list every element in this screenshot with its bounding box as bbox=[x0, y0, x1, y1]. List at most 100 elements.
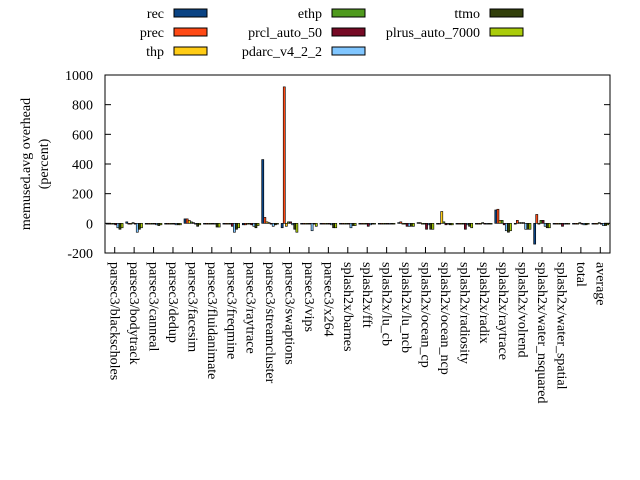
bar-ethp bbox=[248, 223, 251, 225]
bar-prec bbox=[457, 223, 461, 225]
bar-ttmo bbox=[351, 223, 355, 226]
bar-prcl-auto-50 bbox=[599, 223, 603, 225]
bar-pdarc-v4-2-2 bbox=[388, 223, 392, 225]
bar-pdarc-v4-2-2 bbox=[194, 223, 197, 225]
bar-prec bbox=[418, 222, 422, 224]
bar-plrus-auto-7000 bbox=[586, 223, 590, 225]
bar-ttmo bbox=[157, 223, 161, 226]
legend-swatch bbox=[173, 46, 208, 56]
y-axis-label-line: memused.avg overhead bbox=[19, 98, 34, 230]
bar-thp bbox=[343, 223, 346, 225]
bar-ttmo bbox=[526, 223, 530, 230]
y-tick-label: 800 bbox=[72, 99, 93, 114]
bar-plrus-auto-7000 bbox=[120, 223, 124, 229]
legend-swatch bbox=[173, 8, 208, 18]
bar-ethp bbox=[267, 222, 271, 224]
bar-prec bbox=[263, 217, 267, 224]
bar-pdarc-v4-2-2 bbox=[563, 223, 566, 225]
bar-prec bbox=[146, 223, 150, 225]
bar-prec bbox=[399, 221, 403, 224]
bar-rec bbox=[125, 221, 129, 224]
bar-ethp bbox=[287, 221, 290, 224]
bars bbox=[106, 86, 609, 245]
legend-swatch bbox=[331, 27, 366, 37]
legend-swatch bbox=[331, 8, 366, 18]
bar-prec bbox=[185, 218, 189, 224]
bar-prcl-auto-50 bbox=[541, 220, 545, 224]
bar-pdarc-v4-2-2 bbox=[291, 223, 295, 226]
x-tick-label: splash2x/barnes bbox=[340, 262, 355, 351]
bar-prcl-auto-50 bbox=[502, 223, 506, 226]
bar-ttmo bbox=[584, 223, 588, 226]
x-tick-label: parsec3/dedup bbox=[165, 262, 180, 343]
bar-prec bbox=[496, 208, 500, 224]
bar-thp bbox=[440, 211, 444, 224]
bar-ttmo bbox=[235, 223, 238, 230]
bar-ethp bbox=[364, 223, 368, 225]
bar-pdarc-v4-2-2 bbox=[524, 223, 528, 230]
bar-ttmo bbox=[138, 223, 141, 230]
bar-ttmo bbox=[312, 223, 316, 225]
bar-prec bbox=[166, 223, 170, 225]
bar-prec bbox=[205, 223, 208, 225]
bar-thp bbox=[420, 223, 424, 225]
bar-rec bbox=[455, 223, 459, 225]
bar-prec bbox=[282, 86, 286, 224]
x-tick-label: parsec3/freqmine bbox=[223, 262, 238, 359]
bar-prec bbox=[477, 223, 480, 225]
bar-plrus-auto-7000 bbox=[159, 223, 163, 226]
x-tick-label: parsec3/raytrace bbox=[243, 262, 258, 354]
bar-rec bbox=[513, 223, 517, 225]
bar-thp bbox=[401, 223, 405, 225]
bar-ttmo bbox=[429, 223, 433, 230]
bar-ethp bbox=[578, 222, 582, 224]
bar-rec bbox=[319, 223, 323, 225]
bar-plrus-auto-7000 bbox=[489, 223, 493, 225]
bar-prcl-auto-50 bbox=[289, 221, 292, 224]
bar-pdarc-v4-2-2 bbox=[582, 223, 586, 226]
bar-pdarc-v4-2-2 bbox=[446, 223, 450, 225]
bar-prcl-auto-50 bbox=[347, 223, 351, 225]
legend-label: prec bbox=[140, 26, 164, 41]
bar-plrus-auto-7000 bbox=[373, 223, 376, 225]
x-tick-label: parsec3/x264 bbox=[320, 262, 335, 337]
legend-label: pdarc_v4_2_2 bbox=[242, 45, 322, 60]
bar-ttmo bbox=[215, 223, 219, 228]
y-tick-label: 0 bbox=[86, 217, 93, 232]
bar-prcl-auto-50 bbox=[308, 223, 312, 225]
bar-ethp bbox=[442, 221, 446, 224]
bar-pdarc-v4-2-2 bbox=[485, 223, 489, 225]
bar-ttmo bbox=[371, 223, 374, 225]
legend-swatch bbox=[331, 46, 366, 56]
bar-rec bbox=[261, 159, 265, 224]
bar-ethp bbox=[131, 222, 135, 224]
bar-plrus-auto-7000 bbox=[509, 223, 512, 232]
x-tick-label: splash2x/radiosity bbox=[456, 262, 471, 364]
bar-thp bbox=[362, 223, 366, 225]
bar-rec bbox=[377, 223, 381, 225]
bar-rec bbox=[397, 222, 401, 224]
bar-prcl-auto-50 bbox=[366, 223, 370, 227]
bar-ethp bbox=[190, 221, 193, 224]
x-tick-label: parsec3/facesim bbox=[184, 262, 199, 352]
legend-swatch bbox=[173, 27, 208, 37]
x-tick-label: splash2x/raytrace bbox=[495, 262, 510, 360]
bar-thp bbox=[556, 223, 560, 225]
legend-label: prcl_auto_50 bbox=[248, 26, 322, 41]
bar-plrus-auto-7000 bbox=[256, 223, 260, 226]
bar-ttmo bbox=[468, 223, 471, 227]
bar-ethp bbox=[209, 223, 213, 225]
axes: -200 0 200 400 600 800 1000 parsec3/blackschole… bbox=[65, 69, 610, 404]
bar-thp bbox=[129, 223, 133, 225]
bar-thp bbox=[187, 220, 191, 224]
bar-ethp bbox=[384, 223, 387, 225]
x-tick-label: splash2x/radix bbox=[476, 262, 491, 344]
bar-ttmo bbox=[293, 223, 297, 230]
bar-thp bbox=[518, 222, 521, 224]
bar-prcl-auto-50 bbox=[483, 223, 487, 225]
bar-ethp bbox=[228, 223, 232, 225]
bar-ttmo bbox=[332, 223, 335, 229]
bar-pdarc-v4-2-2 bbox=[155, 223, 159, 226]
bar-plrus-auto-7000 bbox=[314, 223, 318, 227]
bar-ttmo bbox=[545, 223, 549, 229]
